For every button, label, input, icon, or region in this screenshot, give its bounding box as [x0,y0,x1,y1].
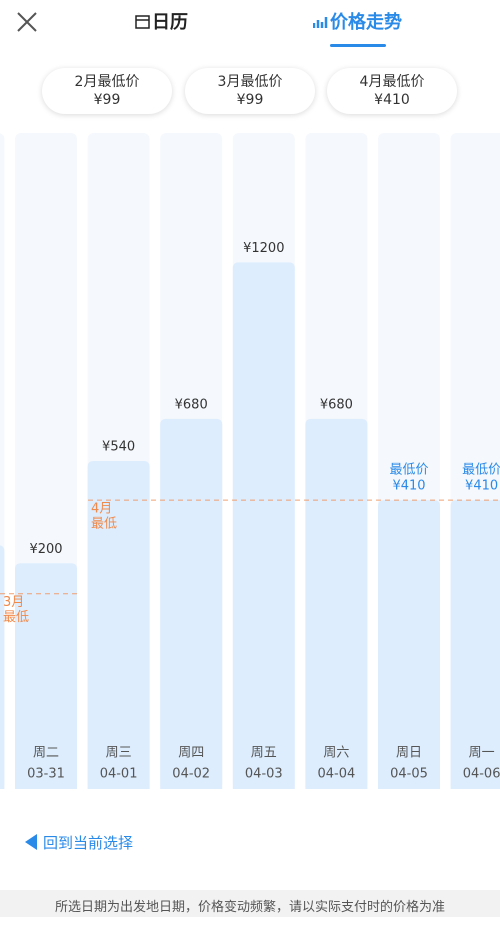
month-low-price: ¥410 [374,92,410,108]
calendar-icon [135,15,150,29]
month-low-pill[interactable]: 4月最低价 ¥410 [327,68,457,114]
value-label: ¥410 [465,479,498,494]
min-label: 最低价 [389,463,428,478]
trend-icon [313,17,328,28]
weekday-label: 周六 [323,746,349,761]
tab-calendar[interactable]: 日历 [152,12,188,33]
month-low-label: 2月最低价 [74,74,140,90]
bar [160,418,223,789]
value-label: ¥200 [29,542,62,557]
date-label: 03-31 [27,767,65,782]
value-label: ¥410 [392,479,425,494]
min-label: 最低价 [462,463,500,478]
value-label: ¥1200 [243,241,284,256]
weekday-label: 周一 [469,746,495,761]
date-label: 04-03 [245,767,283,782]
value-label: ¥680 [175,397,208,412]
month-low-price: ¥99 [236,92,264,108]
reference-label: 最低 [91,517,117,532]
value-label: ¥540 [102,440,135,455]
month-low-label: 4月最低价 [359,74,425,90]
footer: 所选日期为出发地日期，价格变动频繁，请以实际支付时的价格为准 [0,890,500,917]
month-low-pill[interactable]: 2月最低价 ¥99 [42,68,172,114]
weekday-label: 周三 [106,746,132,761]
month-low-label: 3月最低价 [217,74,283,90]
back-arrow [25,834,37,850]
bar [87,461,150,789]
chart: ¥200 周二 03-31 ¥540 周三 04-01 ¥680 周四 04-02 ¥1200 周五… [0,240,500,789]
month-low-price: ¥99 [93,92,121,108]
reference-label: 最低 [3,610,29,625]
bar [305,418,368,789]
value-label: ¥680 [320,397,353,412]
date-label: 04-06 [463,767,500,782]
bar [450,500,500,789]
weekday-label: 周二 [33,746,59,761]
reference-label: 4月 [91,502,112,517]
weekday-label: 周五 [251,746,277,761]
weekday-label: 周日 [396,746,422,761]
bar [0,545,5,789]
bar [15,563,77,789]
date-label: 04-01 [100,767,138,782]
tab-underline [330,44,386,47]
date-label: 04-05 [390,767,428,782]
bar [232,262,295,789]
date-label: 04-04 [318,767,356,782]
tab-trend[interactable]: 价格走势 [330,12,402,33]
month-low-pill[interactable]: 3月最低价 ¥99 [185,68,315,114]
close-button[interactable] [16,11,38,33]
weekday-label: 周四 [178,746,204,761]
back-link[interactable]: 回到当前选择 [43,834,134,852]
bar [378,500,440,789]
date-label: 04-02 [172,767,210,782]
reference-label: 3月 [3,595,24,610]
